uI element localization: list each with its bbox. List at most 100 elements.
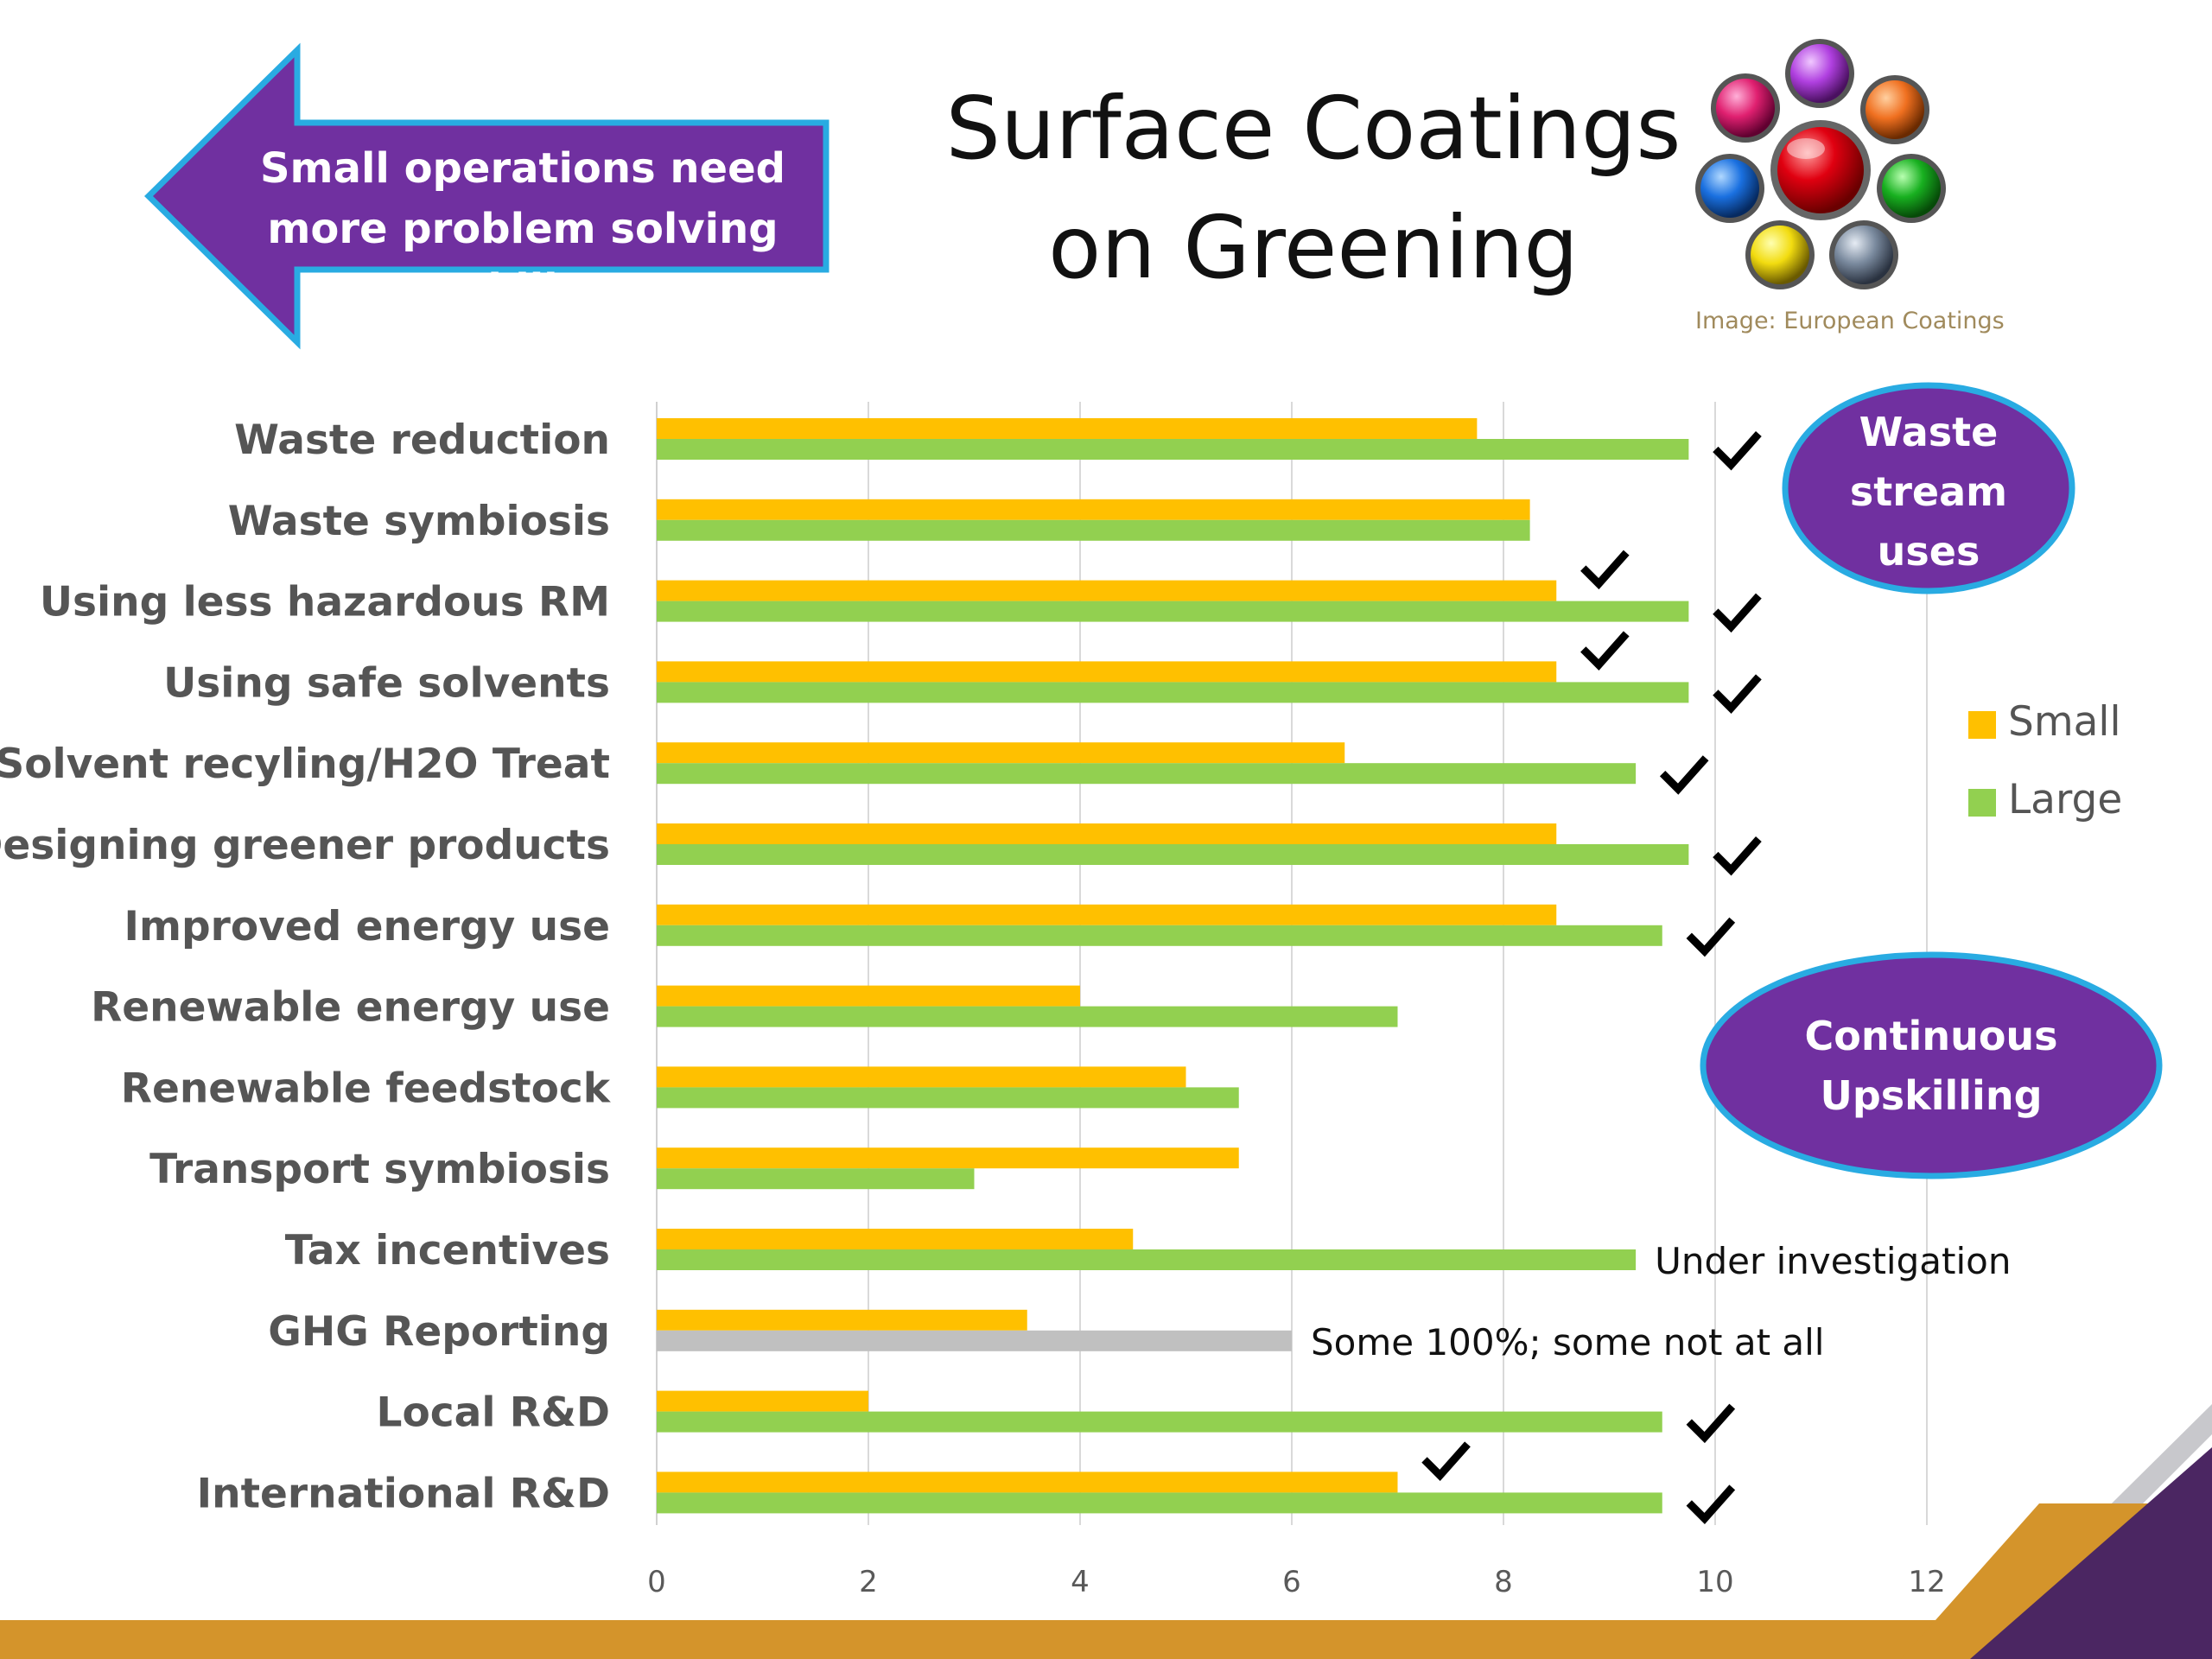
x-tick-label-4: 4 xyxy=(1071,1565,1090,1599)
image-credit: Image: European Coatings xyxy=(1695,308,2005,334)
callout-arrow-shape xyxy=(144,42,830,350)
corner-purple-triangle xyxy=(1970,1447,2212,1659)
page-title-line-1: Surface Coatings xyxy=(945,78,1681,179)
check-icon-large-waste-reduction xyxy=(1713,431,1762,471)
bar-large-tax-incentives xyxy=(657,1249,1637,1270)
callout-line-2: more problem solving skills xyxy=(267,205,779,314)
x-tick-label-6: 6 xyxy=(1282,1565,1301,1599)
category-label-renewable-feedstock: Renewable feedstock xyxy=(121,1065,612,1112)
bar-large-designing-greener-products xyxy=(657,844,1689,865)
legend-swatch-large xyxy=(1968,788,1996,817)
oval-upskilling-shape xyxy=(1700,951,2163,1179)
category-label-tax-incentives: Tax incentives xyxy=(285,1227,610,1274)
oval-waste-stream-shape xyxy=(1782,382,2075,594)
page-title: Surface Coatings on Greening xyxy=(916,69,1711,308)
check-icon-large-using-less-hazardous-rm xyxy=(1713,593,1762,633)
bar-small-waste-reduction xyxy=(657,418,1478,439)
check-icon-large-designing-greener-products xyxy=(1713,836,1762,876)
category-label-transport-symbiosis: Transport symbiosis xyxy=(149,1146,610,1193)
bar-large-renewable-feedstock xyxy=(657,1087,1239,1109)
oval-waste-line-2: stream xyxy=(1849,468,2008,515)
oval-upskilling-text: Continuous Upskilling xyxy=(1697,1007,2165,1126)
bar-small-local-r-d xyxy=(657,1390,868,1412)
bar-small-using-safe-solvents xyxy=(657,661,1557,683)
category-label-solvent-recyling-h2o-treat: Solvent recyling/H2O Treat xyxy=(0,741,610,788)
paint-drop-green xyxy=(1877,154,1946,223)
paint-drop-yellow xyxy=(1745,220,1815,289)
check-icon-large-local-r-d xyxy=(1686,1403,1736,1444)
legend-item-small: Small xyxy=(1968,698,2121,746)
bar-large-using-safe-solvents xyxy=(657,682,1689,703)
bar-small-tax-incentives xyxy=(657,1229,1134,1249)
check-icon-large-solvent-recyling-h2o-treat xyxy=(1659,755,1709,795)
check-icon-small-international-r-d xyxy=(1421,1441,1471,1481)
x-tick-label-8: 8 xyxy=(1494,1565,1513,1599)
oval-upskilling-line-1: Continuous xyxy=(1804,1013,2058,1059)
bar-large-using-less-hazardous-rm xyxy=(657,601,1689,622)
category-label-using-less-hazardous-rm: Using less hazardous RM xyxy=(40,579,610,626)
paint-drop-pink xyxy=(1711,73,1780,143)
oval-waste-stream-text: Waste stream uses xyxy=(1780,403,2077,582)
paint-drop-purple xyxy=(1785,39,1854,108)
annotation-tax-incentives: Under investigation xyxy=(1655,1240,2011,1282)
x-tick-label-2: 2 xyxy=(859,1565,878,1599)
bar-large-waste-reduction xyxy=(657,439,1689,460)
bar-small-improved-energy-use xyxy=(657,904,1557,925)
footer-orange-stripe xyxy=(0,1620,2212,1659)
bar-large-local-r-d xyxy=(657,1411,1662,1433)
legend-label-small: Small xyxy=(2008,698,2121,746)
bar-large-improved-energy-use xyxy=(657,925,1662,946)
bar-small-international-r-d xyxy=(657,1471,1398,1493)
callout-line-1: Small operations need xyxy=(259,144,785,193)
check-icon-large-improved-energy-use xyxy=(1686,917,1736,957)
oval-upskilling-line-2: Upskilling xyxy=(1820,1072,2043,1119)
category-label-designing-greener-products: Designing greener products xyxy=(0,822,610,869)
category-label-renewable-energy-use: Renewable energy use xyxy=(91,984,610,1032)
category-label-waste-reduction: Waste reduction xyxy=(234,416,610,464)
bar-small-ghg-reporting xyxy=(657,1309,1027,1331)
bar-small-waste-symbiosis xyxy=(657,499,1530,520)
legend-swatch-small xyxy=(1968,710,1996,739)
paint-drop-red xyxy=(1770,120,1871,220)
bar-small-renewable-energy-use xyxy=(657,985,1080,1007)
x-tick-label-10: 10 xyxy=(1696,1565,1733,1599)
callout-arrow-text: Small operations need more problem solvi… xyxy=(238,138,808,320)
category-label-ghg-reporting: GHG Reporting xyxy=(268,1308,610,1356)
coatings-logo-image xyxy=(1695,39,1946,289)
callout-arrow xyxy=(144,42,830,350)
bar-large-waste-symbiosis xyxy=(657,519,1530,541)
x-tick-label-12: 12 xyxy=(1908,1565,1945,1599)
paint-drop-blue xyxy=(1695,154,1764,223)
check-icon-large-international-r-d xyxy=(1686,1484,1736,1524)
legend-item-large: Large xyxy=(1968,776,2122,823)
category-label-waste-symbiosis: Waste symbiosis xyxy=(228,498,610,545)
category-label-international-r-d: International R&D xyxy=(197,1470,610,1517)
bar-small-renewable-feedstock xyxy=(657,1066,1186,1088)
bar-small-solvent-recyling-h2o-treat xyxy=(657,742,1345,764)
check-icon-large-using-safe-solvents xyxy=(1713,674,1762,714)
bar-large-ghg-reporting xyxy=(657,1330,1292,1351)
category-label-improved-energy-use: Improved energy use xyxy=(124,903,610,950)
oval-waste-line-3: uses xyxy=(1877,528,1980,575)
bar-small-transport-symbiosis xyxy=(657,1147,1239,1169)
oval-waste-stream xyxy=(1782,382,2075,594)
paint-drop-orange xyxy=(1860,75,1929,144)
bar-small-using-less-hazardous-rm xyxy=(657,580,1557,601)
category-label-local-r-d: Local R&D xyxy=(377,1389,610,1437)
page-title-line-2: on Greening xyxy=(1048,197,1579,298)
annotation-ghg-reporting: Some 100%; some not at all xyxy=(1311,1321,1824,1363)
check-icon-small-using-safe-solvents xyxy=(1580,631,1630,671)
x-tick-label-0: 0 xyxy=(647,1565,666,1599)
bar-large-renewable-energy-use xyxy=(657,1006,1398,1027)
category-label-using-safe-solvents: Using safe solvents xyxy=(163,659,610,707)
bar-small-designing-greener-products xyxy=(657,823,1557,844)
bar-large-solvent-recyling-h2o-treat xyxy=(657,763,1637,785)
bar-large-international-r-d xyxy=(657,1492,1662,1514)
check-icon-small-using-less-hazardous-rm xyxy=(1580,550,1630,590)
paint-drop-grey xyxy=(1829,220,1898,289)
oval-waste-line-1: Waste xyxy=(1859,409,1999,455)
legend-label-large: Large xyxy=(2008,776,2123,823)
bar-large-transport-symbiosis xyxy=(657,1168,975,1190)
